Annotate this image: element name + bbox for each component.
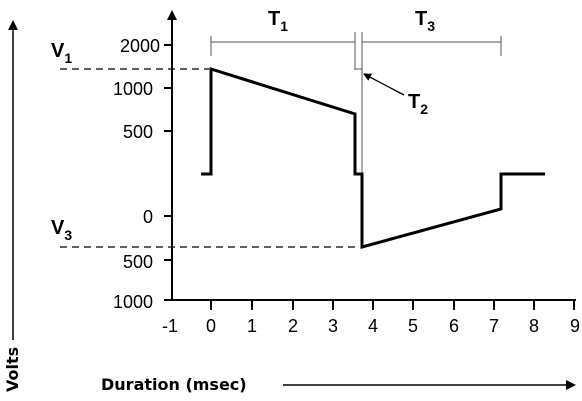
y-tick-label: 500 (123, 122, 153, 142)
v1-label: V1 (51, 40, 72, 66)
y-tick-labels: 2000 1000 500 0 500 1000 (113, 36, 160, 312)
x-tick-label: -1 (162, 316, 178, 336)
t1-subscript: 1 (280, 18, 288, 34)
t3-subscript: 3 (427, 18, 435, 34)
x-tick-label: 1 (247, 316, 257, 336)
waveform-line (201, 66, 545, 249)
y-tick-label: 1000 (113, 292, 153, 312)
x-tick-label: 5 (408, 316, 418, 336)
v3-subscript: 3 (64, 227, 72, 243)
t3-label: T3 (415, 8, 435, 34)
y-tick-label: 500 (123, 252, 153, 272)
t2-pointer-arrow (363, 73, 405, 96)
t3-bracket (361, 32, 502, 245)
y-tick-label: 1000 (113, 79, 153, 99)
x-tick-label: 9 (570, 316, 580, 336)
y-tick-label: 2000 (120, 36, 160, 56)
x-tick-label: 7 (489, 316, 499, 336)
v1-subscript: 1 (64, 50, 72, 66)
t1-bracket (210, 32, 356, 70)
t1-label: T1 (268, 8, 288, 34)
x-tick-label: 4 (368, 316, 378, 336)
t2-letter: T (408, 91, 420, 113)
y-tick-label: 0 (143, 207, 153, 227)
x-tick-label: 3 (328, 316, 338, 336)
x-axis-title: Duration (msec) (101, 375, 247, 394)
t3-letter: T (415, 8, 427, 30)
t2-subscript: 2 (420, 101, 428, 117)
t2-label: T2 (408, 91, 428, 117)
y-axis-title: Volts (3, 347, 22, 392)
y-tick-marks (164, 44, 172, 301)
v3-label: V3 (51, 217, 72, 243)
t1-letter: T (268, 8, 280, 30)
x-tick-label: 6 (449, 316, 459, 336)
v1-letter: V (51, 40, 65, 62)
x-tick-label: 8 (529, 316, 539, 336)
x-tick-label: 0 (206, 316, 216, 336)
x-tick-label: 2 (288, 316, 298, 336)
x-tick-marks (210, 300, 575, 310)
v3-letter: V (51, 217, 65, 239)
x-tick-labels: -1 0 1 2 3 4 5 6 7 8 9 (162, 316, 580, 336)
